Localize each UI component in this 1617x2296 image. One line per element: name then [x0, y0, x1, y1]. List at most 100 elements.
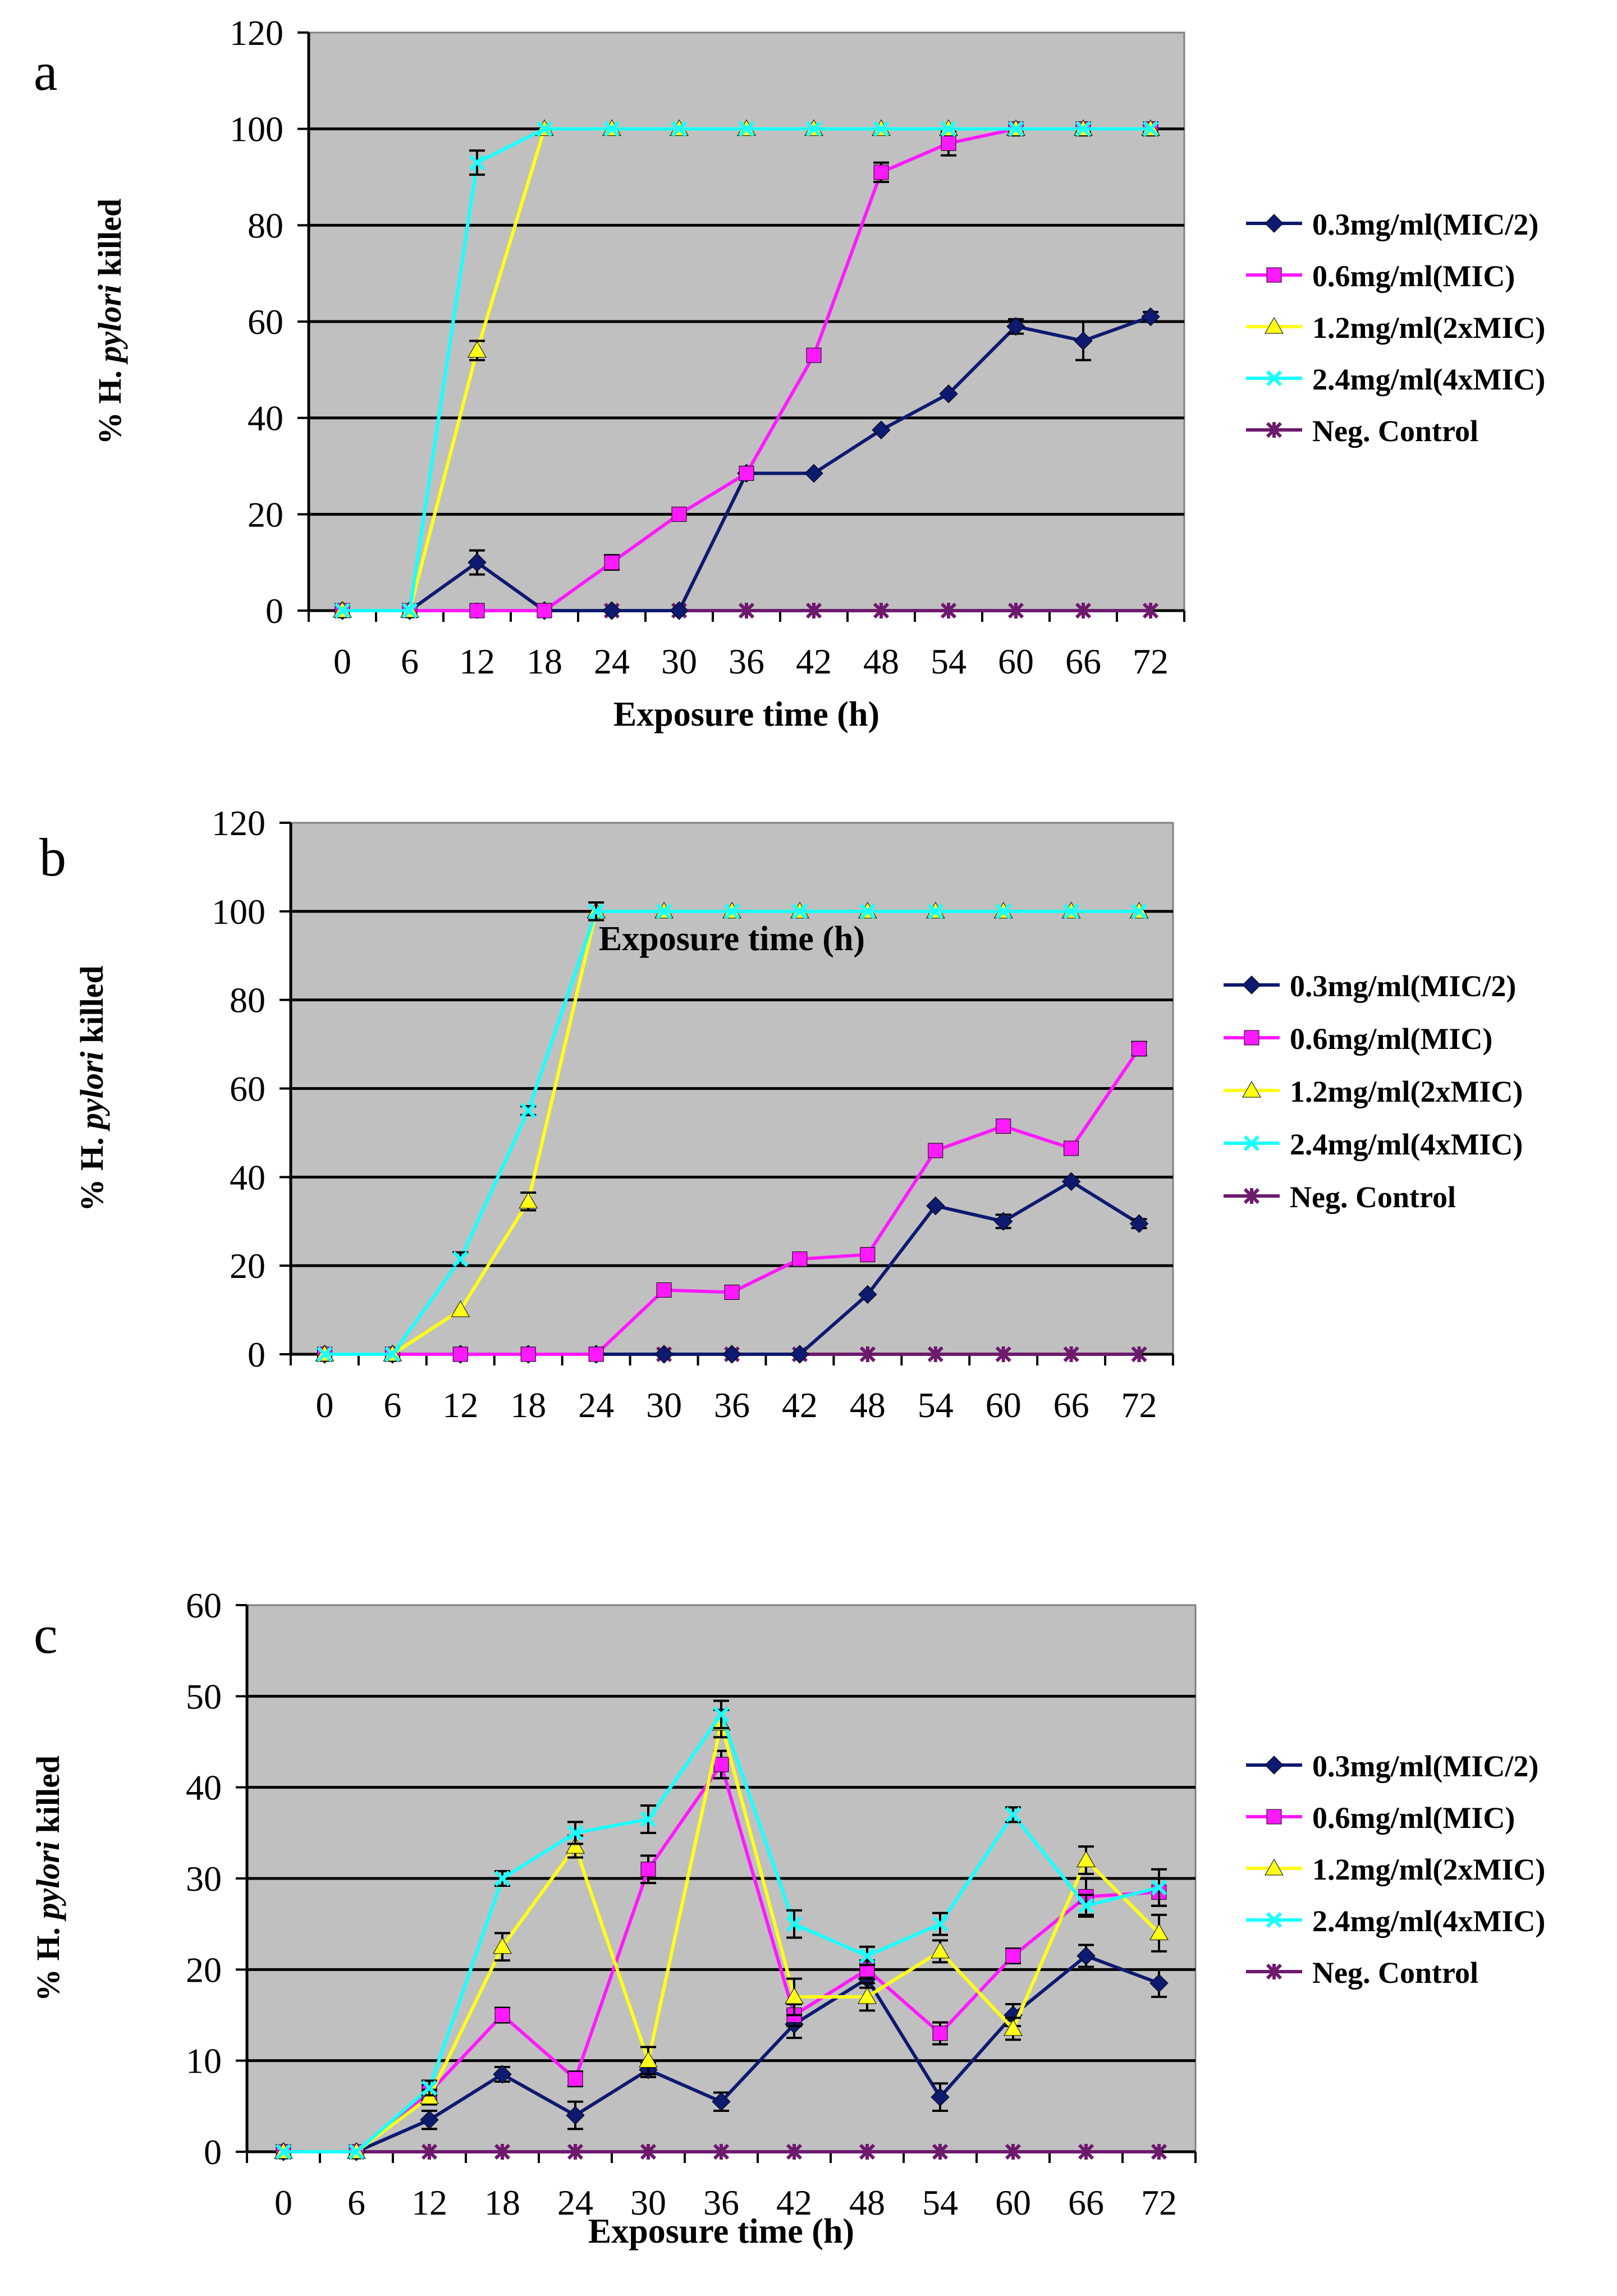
legend: 0.3mg/ml(MIC/2) 0.6mg/ml(MIC) 1.2mg/ml(2xM…: [1246, 208, 1545, 448]
data-point: [1141, 307, 1160, 327]
y-tick-label: 60: [186, 1585, 222, 1625]
legend-entry: 2.4mg/ml(4xMIC): [1290, 1128, 1523, 1161]
data-point: [1061, 1172, 1081, 1191]
data-point: [932, 2025, 948, 2041]
data-point: [520, 1346, 536, 1362]
data-point: [1063, 1346, 1079, 1363]
x-tick-label: 36: [729, 641, 764, 681]
x-tick-label: 48: [850, 1385, 886, 1425]
x-tick-label: 0: [274, 2183, 292, 2222]
data-point: [786, 2143, 803, 2160]
data-point: [739, 465, 754, 481]
x-tick-label: 24: [557, 2183, 593, 2222]
y-axis-label: % H. pylori killed: [91, 199, 128, 444]
x-tick-label: 30: [661, 641, 697, 681]
data-point: [873, 602, 890, 619]
y-tick-label: 50: [186, 1676, 222, 1716]
y-label-prefix: % H.: [74, 1129, 110, 1212]
x-axis-label: Exposure time (h): [588, 2212, 854, 2251]
data-point: [859, 903, 876, 919]
legend-entry: 0.3mg/ml(MIC/2): [1312, 208, 1538, 241]
data-point: [536, 121, 553, 137]
y-tick-label: 0: [204, 2132, 222, 2172]
legend-marker: [1265, 214, 1284, 233]
data-point: [640, 2143, 657, 2160]
x-tick-label: 30: [630, 2183, 666, 2222]
x-tick-label: 18: [484, 2183, 520, 2222]
y-tick-label: 60: [230, 1069, 265, 1109]
data-point: [805, 602, 822, 619]
legend-entry: 0.3mg/ml(MIC/2): [1290, 969, 1516, 1003]
data-point: [872, 420, 891, 439]
data-point: [604, 554, 620, 570]
data-point: [1077, 1946, 1096, 1965]
legend-marker: [1265, 317, 1284, 334]
y-tick-label: 80: [248, 205, 283, 245]
data-point: [493, 2065, 512, 2084]
y-tick-label: 20: [186, 1950, 222, 1990]
y-tick-label: 100: [212, 892, 265, 932]
data-point: [926, 1196, 945, 1216]
data-point: [927, 1346, 943, 1363]
data-point: [805, 121, 822, 137]
y-tick-label: 120: [230, 13, 283, 53]
data-point: [317, 1346, 333, 1363]
data-point: [1007, 602, 1024, 619]
data-point: [873, 121, 890, 137]
data-point: [566, 1837, 585, 1854]
data-point: [858, 1285, 877, 1304]
data-point: [602, 601, 621, 620]
data-point: [1142, 602, 1159, 619]
x-tick-label: 12: [411, 2183, 447, 2222]
x-tick-label: 54: [922, 2183, 958, 2222]
data-point: [1006, 317, 1025, 336]
data-point: [451, 1300, 470, 1317]
x-tick-label: 12: [459, 641, 495, 681]
data-point: [993, 1212, 1013, 1231]
data-point: [1005, 1948, 1021, 1964]
data-point: [738, 602, 755, 619]
data-point: [722, 1345, 741, 1364]
data-point: [927, 903, 943, 919]
x-tick-label: 24: [594, 641, 630, 681]
data-point: [859, 1947, 876, 1964]
data-point: [1075, 121, 1092, 137]
data-point: [494, 2143, 511, 2160]
data-point: [421, 2143, 438, 2160]
x-tick-label: 36: [703, 2183, 739, 2222]
x-tick-label: 24: [578, 1385, 614, 1425]
y-label-prefix: % H.: [30, 1919, 66, 2002]
data-point: [858, 1987, 877, 2004]
legend-entry: 1.2mg/ml(2xMIC): [1290, 1075, 1523, 1108]
data-point: [791, 903, 808, 919]
y-label-prefix: % H.: [91, 363, 128, 445]
data-point: [469, 603, 485, 618]
x-tick-label: 54: [931, 641, 966, 681]
x-tick-label: 48: [863, 641, 899, 681]
data-point: [995, 903, 1011, 919]
series-3: [334, 121, 1159, 619]
x-tick-label: 72: [1133, 641, 1169, 681]
data-point: [1074, 331, 1093, 351]
data-point: [1078, 1898, 1094, 1914]
y-tick-label: 40: [186, 1768, 222, 1808]
panel-label: a: [34, 42, 58, 102]
data-point: [931, 1941, 950, 1959]
legend-marker: [1265, 1756, 1284, 1775]
data-point: [940, 121, 957, 137]
data-point: [640, 1811, 657, 1827]
series-3: [317, 901, 1147, 1363]
x-tick-label: 66: [1053, 1385, 1089, 1425]
data-point: [567, 1825, 584, 1841]
data-point: [932, 1916, 949, 1932]
data-point: [995, 1346, 1011, 1363]
y-axis-label: % H. pylori killed: [30, 1756, 66, 2001]
data-point: [859, 2143, 876, 2160]
data-point: [859, 1346, 876, 1363]
data-point: [469, 154, 485, 171]
data-point: [1005, 2143, 1021, 2160]
data-point: [603, 121, 620, 137]
data-point: [588, 903, 604, 919]
x-tick-label: 60: [998, 641, 1034, 681]
